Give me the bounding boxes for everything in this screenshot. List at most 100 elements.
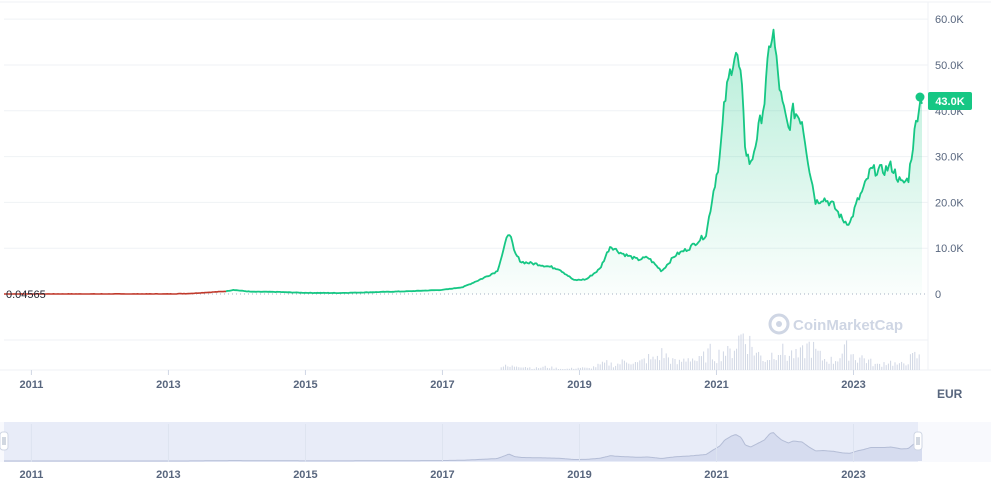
- volume-bar: [857, 362, 859, 370]
- volume-bar: [546, 367, 548, 370]
- volume-bar: [764, 361, 766, 370]
- volume-bar: [870, 358, 872, 370]
- navigator-right-handle[interactable]: [913, 431, 923, 451]
- volume-bar: [755, 352, 757, 370]
- volume-bar: [553, 368, 555, 370]
- volume-bar: [760, 355, 762, 370]
- volume-bar: [518, 367, 520, 370]
- volume-bar: [645, 363, 647, 370]
- volume-bar: [813, 341, 815, 370]
- volume-bar: [819, 350, 821, 370]
- volume-bar: [615, 365, 617, 370]
- volume-bar: [639, 360, 641, 370]
- volume-bar: [705, 362, 707, 370]
- volume-bar: [678, 359, 680, 370]
- volume-bar: [562, 369, 564, 370]
- volume-bar: [852, 354, 854, 370]
- volume-bar: [769, 360, 771, 370]
- y-tick-label: 60.0K: [935, 14, 964, 26]
- volume-bar: [617, 363, 619, 370]
- volume-bar: [672, 358, 674, 370]
- navigator-line: [4, 432, 923, 462]
- volume-bar: [696, 361, 698, 370]
- volume-bar: [535, 367, 537, 370]
- volume-bar: [626, 362, 628, 370]
- volume-bar: [542, 366, 544, 370]
- volume-bar: [892, 365, 894, 370]
- start-price-label: 0.04565: [6, 289, 46, 301]
- volume-bar: [670, 363, 672, 370]
- navigator-x-tick-label: 2011: [19, 469, 43, 481]
- volume-bar: [568, 368, 570, 370]
- volume-bar: [868, 359, 870, 370]
- volume-bar: [683, 358, 685, 370]
- volume-bar: [579, 367, 581, 370]
- navigator-x-tick-label: 2015: [293, 469, 317, 481]
- volume-bar: [584, 367, 586, 370]
- navigator-left-handle[interactable]: [0, 431, 9, 451]
- volume-bar: [641, 359, 643, 370]
- volume-bar: [604, 362, 606, 370]
- volume-bar: [637, 362, 639, 370]
- volume-bar: [848, 360, 850, 370]
- volume-bar: [608, 365, 610, 370]
- coinmarketcap-logo-dot: [776, 321, 782, 327]
- watermark: CoinMarketCap: [768, 313, 903, 335]
- volume-bar: [881, 366, 883, 370]
- range-navigator[interactable]: 2011 2013 2015 2017 2019 2021 2023: [0, 422, 991, 481]
- volume-bar: [782, 343, 784, 370]
- volume-bar: [540, 367, 542, 370]
- volume-bar: [744, 344, 746, 370]
- volume-bar: [883, 362, 885, 370]
- volume-bar: [901, 361, 903, 370]
- volume-bar: [753, 355, 755, 370]
- volume-bar: [513, 366, 515, 370]
- volume-bar: [766, 360, 768, 370]
- volume-bar: [511, 365, 513, 370]
- volume-bar: [841, 353, 843, 370]
- volume-bar: [588, 368, 590, 370]
- volume-bar: [527, 367, 529, 370]
- volume-bar: [887, 363, 889, 370]
- volume-bar: [727, 346, 729, 370]
- volume-bar: [837, 361, 839, 370]
- currency-label: EUR: [937, 387, 963, 401]
- price-line: [4, 28, 923, 295]
- volume-bar: [533, 368, 535, 370]
- volume-bar: [520, 367, 522, 370]
- x-tick-label: 2021: [704, 379, 728, 391]
- volume-bar: [720, 361, 722, 370]
- volume-bar: [630, 364, 632, 370]
- volume-bar: [692, 358, 694, 370]
- volume-bar: [903, 363, 905, 370]
- volume-bar: [714, 361, 716, 370]
- volume-bar: [709, 343, 711, 370]
- volume-bar: [896, 364, 898, 370]
- volume-bar: [795, 349, 797, 370]
- volume-bar: [835, 361, 837, 370]
- volume-bar: [758, 351, 760, 370]
- volume-bar: [650, 359, 652, 370]
- volume-bar: [806, 343, 808, 370]
- volume-bar: [538, 368, 540, 370]
- volume-bar: [918, 354, 920, 370]
- navigator-x-tick-label: 2013: [156, 469, 180, 481]
- price-area: [4, 29, 922, 294]
- volume-bar: [832, 363, 834, 370]
- volume-bar: [885, 365, 887, 370]
- volume-bar: [742, 333, 744, 370]
- volume-bar: [597, 363, 599, 370]
- volume-bar: [703, 351, 705, 370]
- volume-bar: [733, 350, 735, 370]
- volume-bar: [740, 334, 742, 370]
- volume-bar: [667, 357, 669, 370]
- volume-bar: [826, 361, 828, 370]
- volume-bar: [687, 358, 689, 370]
- price-area-fill: [4, 29, 922, 294]
- volume-bar: [516, 366, 518, 370]
- x-tick-label: 2015: [293, 379, 317, 391]
- volume-bar: [711, 359, 713, 370]
- navigator-x-tick-label: 2021: [704, 469, 728, 481]
- volume-bar: [815, 348, 817, 370]
- volume-bar: [586, 367, 588, 370]
